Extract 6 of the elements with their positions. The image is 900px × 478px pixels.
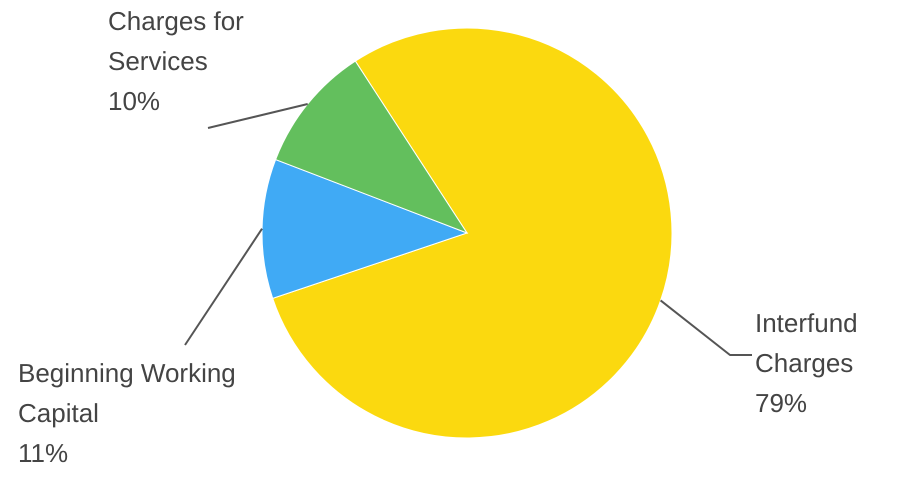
slice-label: Beginning Working Capital <box>18 358 236 428</box>
slice-label: Interfund Charges <box>755 308 858 378</box>
data-label: 11% <box>18 438 68 468</box>
data-label: 10% <box>108 86 160 116</box>
slice-label: Charges for Services <box>108 6 244 76</box>
data-label: 79% <box>755 388 808 418</box>
